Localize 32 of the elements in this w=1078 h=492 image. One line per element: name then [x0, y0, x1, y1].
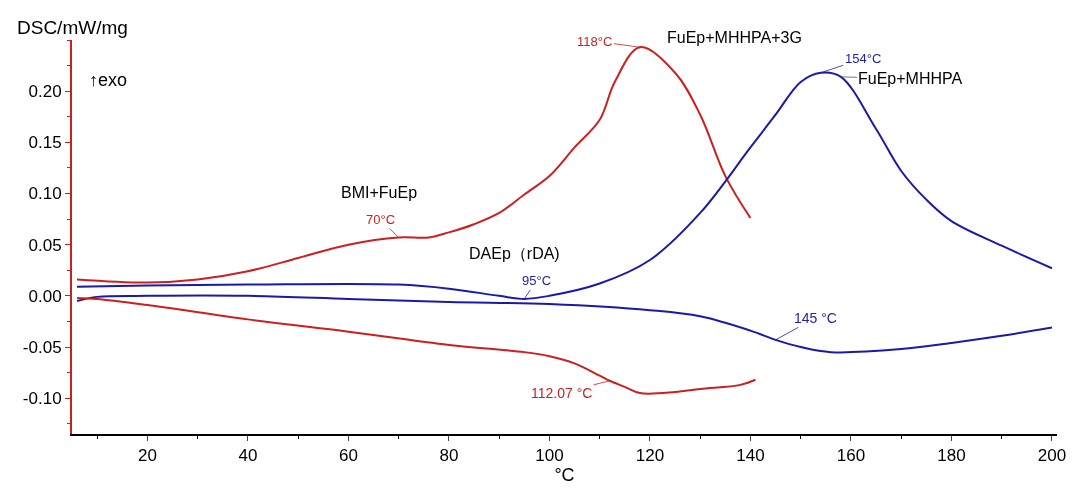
y-tick-label: 0.10 — [28, 184, 62, 204]
y-axis-title: DSC/mW/mg — [17, 17, 128, 38]
annotation: 118°C — [577, 34, 613, 49]
y-tick-label: 0.05 — [28, 235, 62, 255]
x-tick-label: 180 — [937, 446, 966, 466]
annotation: 70°C — [366, 212, 396, 227]
annotation: 112.07 °C — [531, 385, 593, 401]
x-tick-label: 160 — [836, 446, 866, 466]
x-tick-label: 120 — [635, 446, 665, 466]
y-tick-label: 0.00 — [28, 286, 62, 306]
y-tick-label: 0.15 — [28, 133, 62, 153]
x-tick-label: 140 — [736, 446, 765, 466]
x-tick-label: 60 — [338, 446, 358, 466]
x-tick-label: 20 — [137, 446, 157, 466]
x-tick-label: 40 — [238, 446, 258, 466]
line-series — [76, 294, 1053, 354]
y-tick-label: 0.20 — [28, 82, 62, 102]
y-tick-label: -0.10 — [22, 389, 62, 409]
annotation: 154°C — [845, 51, 882, 66]
annotation: DAEp（rDA) — [469, 245, 560, 262]
x-tick-label: 80 — [439, 446, 459, 466]
annotation: 145 °C — [794, 310, 837, 326]
x-axis-title: °C — [554, 465, 575, 486]
annotation: FuEp+MHHPA+3G — [667, 29, 802, 46]
line-series — [76, 46, 752, 284]
annotation: 95°C — [522, 273, 552, 288]
annotation: BMI+FuEp — [341, 184, 418, 201]
annotation: FuEp+MHHPA — [858, 70, 963, 87]
x-tick-label: 100 — [535, 446, 564, 466]
x-tick-label: 200 — [1037, 446, 1067, 466]
annotation: ↑exo — [89, 70, 128, 90]
y-tick-label: -0.05 — [22, 337, 62, 357]
